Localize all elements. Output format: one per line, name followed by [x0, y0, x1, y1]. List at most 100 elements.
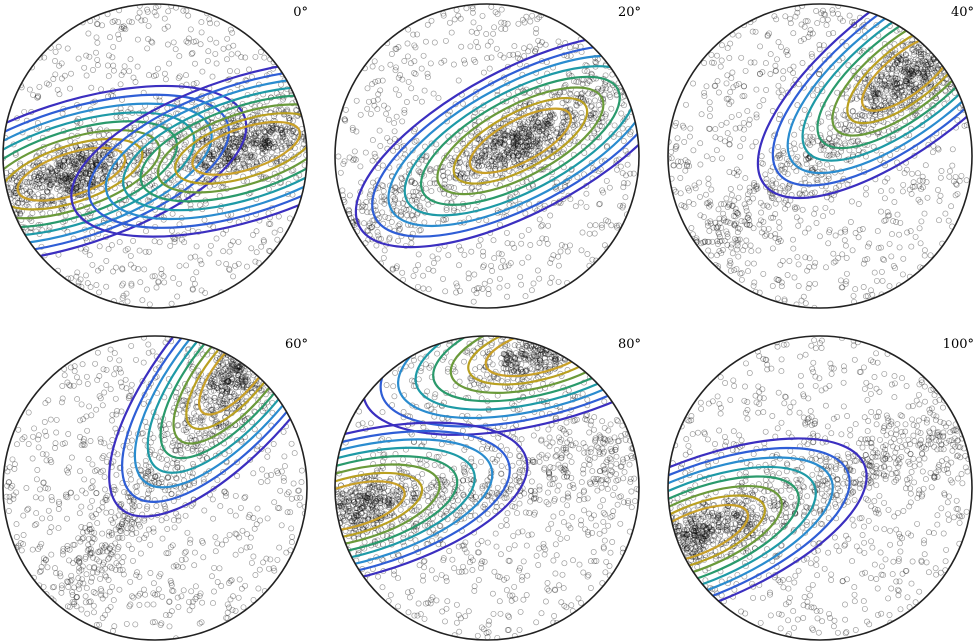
scatter-point: [726, 262, 733, 269]
scatter-point: [93, 49, 99, 56]
scatter-point: [283, 126, 290, 133]
scatter-point: [456, 243, 463, 250]
scatter-point: [398, 174, 405, 181]
scatter-point: [825, 175, 832, 182]
scatter-point: [474, 44, 481, 51]
scatter-point: [77, 184, 84, 191]
scatter-point: [707, 198, 713, 205]
scatter-point: [630, 170, 637, 177]
scatter-point: [85, 164, 91, 171]
scatter-point: [504, 132, 510, 139]
scatter-point: [210, 153, 217, 159]
scatter-point: [598, 222, 605, 228]
scatter-point: [248, 154, 255, 161]
scatter-point: [778, 283, 785, 290]
scatter-point: [718, 237, 725, 244]
scatter-point: [912, 233, 919, 240]
scatter-point: [393, 144, 400, 150]
scatter-point: [52, 58, 58, 64]
scatter-point: [616, 131, 623, 138]
scatter-point: [195, 154, 202, 161]
scatter-point: [773, 155, 780, 162]
scatter-point: [192, 38, 199, 45]
scatter-point: [93, 20, 100, 27]
scatter-point: [55, 161, 62, 168]
scatter-point: [868, 82, 875, 89]
scatter-point: [519, 148, 526, 155]
scatter-point: [49, 176, 55, 183]
scatter-point: [892, 81, 899, 88]
scatter-point: [265, 143, 272, 150]
scatter-point: [412, 44, 419, 51]
scatter-point: [123, 116, 129, 123]
scatter-point: [146, 72, 152, 79]
scatter-point: [35, 191, 42, 198]
scatter-point: [829, 151, 836, 158]
scatter-point: [718, 57, 725, 64]
scatter-point: [479, 151, 486, 158]
scatter-point: [383, 110, 390, 117]
scatter-point: [491, 24, 498, 31]
scatter-point: [680, 124, 687, 131]
scatter-point: [513, 141, 520, 148]
scatter-point: [753, 182, 760, 189]
scatter-point: [545, 117, 552, 124]
scatter-point: [606, 92, 613, 98]
scatter-point: [721, 237, 728, 244]
scatter-point: [906, 70, 913, 77]
scatter-point: [877, 77, 884, 84]
scatter-point: [26, 179, 33, 186]
scatter-point: [499, 155, 506, 162]
scatter-point: [69, 172, 76, 178]
scatter-point: [94, 62, 101, 69]
scatter-point: [916, 75, 923, 82]
scatter-point: [703, 191, 709, 198]
scatter-point: [246, 137, 253, 144]
scatter-point: [511, 138, 518, 145]
scatter-point: [127, 105, 134, 112]
scatter-point: [516, 130, 523, 137]
scatter-point: [38, 177, 45, 184]
scatter-point: [79, 173, 86, 180]
scatter-point: [244, 154, 251, 161]
scatter-point: [367, 224, 374, 231]
scatter-point: [293, 106, 300, 113]
scatter-point: [547, 212, 554, 219]
scatter-point: [780, 68, 787, 75]
scatter-point: [514, 131, 521, 138]
scatter-point: [242, 145, 249, 152]
scatter-point: [384, 105, 391, 112]
scatter-point: [12, 172, 19, 179]
scatter-point: [536, 216, 543, 223]
scatter-point: [528, 123, 535, 130]
scatter-point: [530, 123, 536, 130]
scatter-point: [278, 145, 285, 152]
scatter-point: [422, 157, 429, 164]
scatter-point: [53, 161, 60, 167]
scatter-point: [938, 168, 945, 174]
scatter-point: [514, 141, 521, 148]
scatter-point: [24, 180, 31, 187]
scatter-point: [621, 102, 627, 109]
scatter-point: [248, 137, 255, 144]
scatter-point: [278, 144, 285, 151]
density-contours: [756, 4, 972, 200]
scatter-point: [434, 255, 441, 262]
contour-line: [831, 8, 972, 137]
scatter-point: [697, 212, 704, 219]
scatter-point: [225, 166, 232, 173]
scatter-point: [942, 88, 949, 95]
scatter-point: [836, 182, 843, 189]
scatter-point: [924, 63, 931, 70]
scatter-point: [724, 72, 731, 79]
scatter-point: [89, 162, 96, 169]
scatter-point: [439, 186, 446, 192]
scatter-point: [602, 111, 609, 118]
scatter-point: [388, 51, 395, 57]
scatter-point: [855, 147, 862, 154]
scatter-point: [51, 176, 58, 183]
scatter-point: [750, 195, 756, 202]
scatter-point: [831, 133, 838, 140]
scatter-point: [726, 141, 733, 148]
scatter-point: [377, 143, 384, 149]
